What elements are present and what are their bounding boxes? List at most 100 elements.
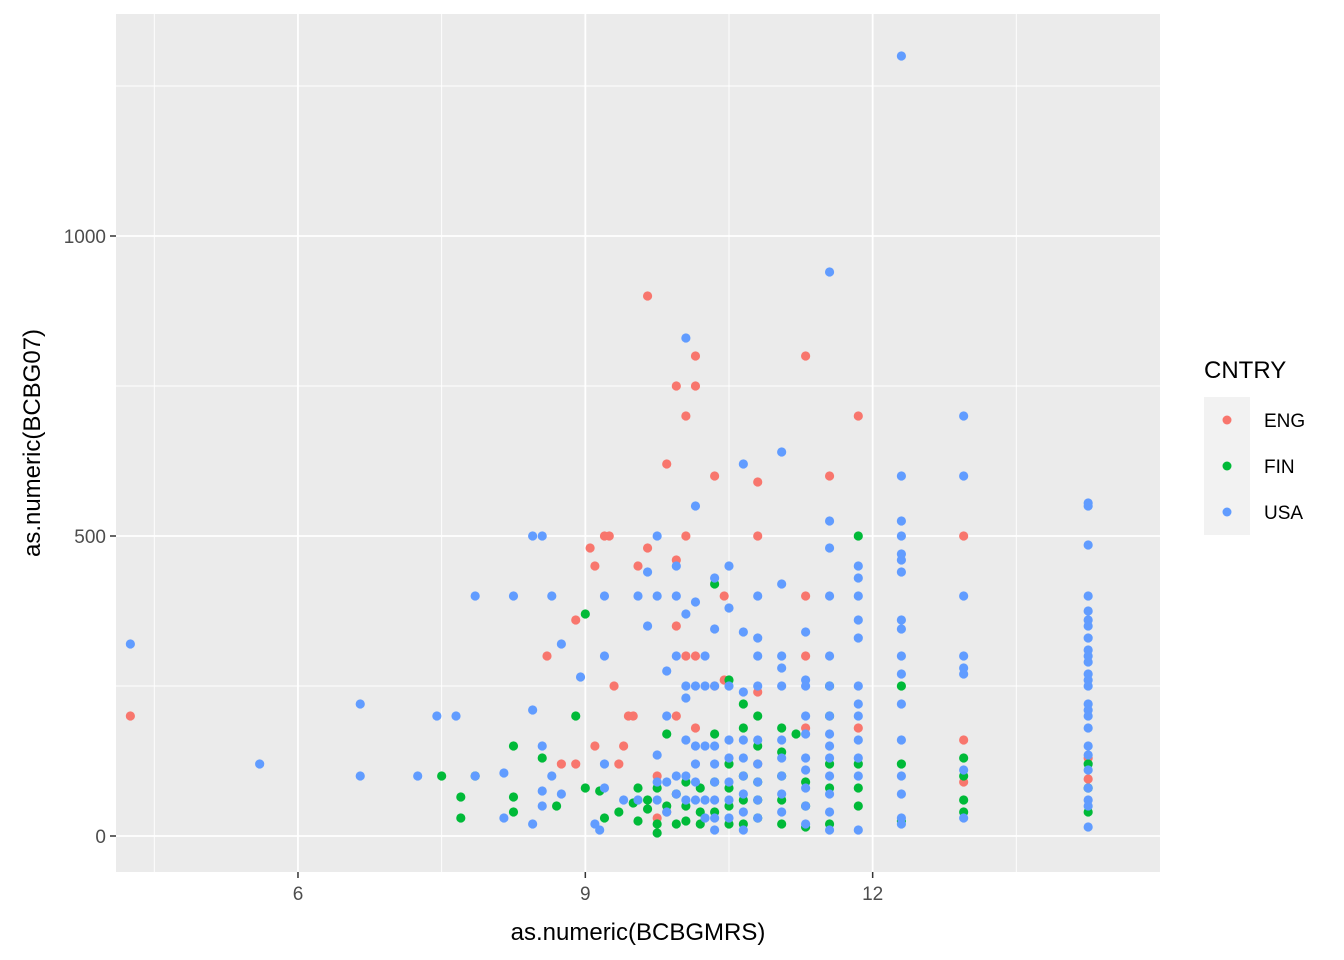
data-point-usa	[537, 801, 547, 811]
data-point-usa	[753, 591, 763, 601]
data-point-usa	[690, 777, 701, 787]
data-point-usa	[738, 627, 748, 637]
x-tick-label: 6	[293, 884, 304, 905]
data-point-usa	[824, 543, 835, 553]
data-point-usa	[599, 759, 610, 769]
data-point-eng	[681, 531, 691, 541]
data-point-usa	[681, 735, 691, 745]
data-point-usa	[824, 711, 835, 721]
data-point-fin	[753, 711, 763, 721]
data-point-eng	[585, 543, 595, 553]
data-point-usa	[853, 699, 863, 709]
x-tick-label: 12	[862, 884, 883, 905]
data-point-fin	[662, 729, 672, 739]
data-point-eng	[571, 615, 581, 625]
legend-key-usa	[1222, 507, 1232, 517]
data-point-fin	[853, 801, 863, 811]
data-point-usa	[619, 795, 629, 805]
legend: CNTRY ENG FIN USA	[1204, 357, 1305, 535]
data-point-usa	[537, 741, 547, 751]
data-point-usa	[690, 681, 701, 691]
data-point-fin	[642, 795, 653, 805]
legend-key-eng	[1222, 415, 1232, 425]
data-point-usa	[853, 633, 863, 643]
data-point-usa	[710, 813, 720, 823]
data-point-usa	[853, 753, 863, 763]
data-point-usa	[547, 591, 557, 601]
data-point-usa	[652, 750, 662, 760]
series-usa	[125, 51, 1093, 835]
data-point-fin	[681, 816, 691, 826]
data-point-fin	[791, 729, 801, 739]
data-point-eng	[690, 351, 701, 361]
data-point-eng	[671, 711, 681, 721]
data-point-usa	[681, 333, 691, 343]
data-point-usa	[738, 807, 748, 817]
data-point-usa	[959, 411, 969, 421]
data-point-usa	[896, 51, 906, 61]
data-point-usa	[681, 795, 691, 805]
data-point-eng	[590, 741, 600, 751]
data-point-usa	[824, 807, 835, 817]
data-point-usa	[724, 603, 734, 613]
data-point-usa	[1083, 633, 1093, 643]
data-point-usa	[824, 789, 835, 799]
y-tick-label: 0	[95, 827, 106, 848]
data-point-usa	[499, 813, 509, 823]
data-point-usa	[537, 531, 547, 541]
data-point-usa	[801, 765, 811, 775]
data-point-fin	[738, 723, 748, 733]
data-point-usa	[959, 669, 969, 679]
data-point-fin	[777, 819, 787, 829]
data-point-usa	[896, 789, 906, 799]
data-point-usa	[738, 789, 748, 799]
data-point-eng	[556, 759, 566, 769]
data-point-eng	[671, 381, 681, 391]
data-point-usa	[710, 777, 720, 787]
data-point-usa	[824, 825, 835, 835]
data-point-usa	[824, 753, 835, 763]
data-point-fin	[710, 729, 720, 739]
data-point-fin	[671, 819, 681, 829]
data-point-usa	[853, 711, 863, 721]
minor-gridlines	[116, 14, 1160, 872]
data-point-eng	[662, 459, 672, 469]
data-point-usa	[499, 768, 509, 778]
data-point-usa	[777, 447, 787, 457]
data-point-usa	[710, 681, 720, 691]
data-point-eng	[681, 651, 691, 661]
data-point-usa	[652, 591, 662, 601]
data-point-usa	[777, 807, 787, 817]
data-point-fin	[738, 699, 748, 709]
data-point-usa	[671, 561, 681, 571]
data-point-usa	[671, 651, 681, 661]
data-point-usa	[652, 795, 662, 805]
y-tick-label: 500	[74, 527, 106, 548]
data-point-usa	[599, 783, 610, 793]
data-point-usa	[896, 771, 906, 781]
data-point-usa	[1083, 801, 1093, 811]
data-point-usa	[1083, 540, 1093, 550]
data-point-usa	[671, 789, 681, 799]
data-point-usa	[528, 819, 538, 829]
legend-label-eng: ENG	[1264, 411, 1305, 432]
data-point-usa	[700, 813, 710, 823]
data-point-usa	[599, 651, 610, 661]
data-point-usa	[1083, 711, 1093, 721]
data-point-usa	[896, 615, 906, 625]
data-point-usa	[642, 621, 653, 631]
data-point-usa	[801, 753, 811, 763]
data-point-usa	[700, 681, 710, 691]
data-point-usa	[556, 789, 566, 799]
data-point-usa	[710, 795, 720, 805]
data-point-fin	[959, 795, 969, 805]
data-point-usa	[662, 777, 672, 787]
data-point-fin	[853, 783, 863, 793]
data-point-usa	[724, 735, 734, 745]
major-gridlines	[116, 14, 1160, 872]
data-point-usa	[575, 672, 586, 682]
data-point-eng	[801, 651, 811, 661]
data-point-fin	[853, 531, 863, 541]
data-point-usa	[824, 681, 835, 691]
